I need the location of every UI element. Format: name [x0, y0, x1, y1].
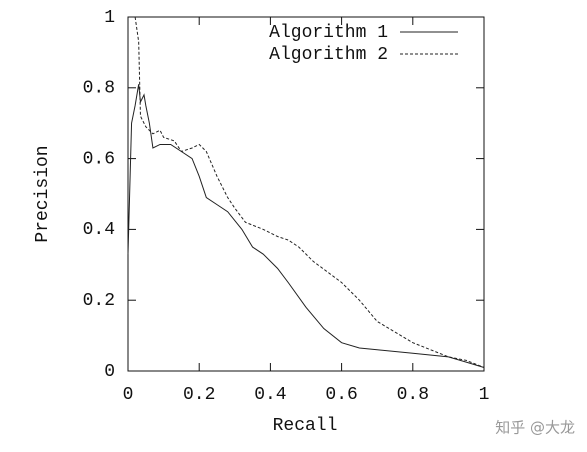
y-tick-label: 0.2 [83, 291, 115, 311]
y-tick-label: 0.4 [83, 220, 115, 240]
series-line [134, 16, 485, 368]
y-axis-label: Precision [33, 145, 53, 242]
legend-label: Algorithm 1 [269, 23, 388, 43]
plot-frame [127, 16, 485, 372]
series-line [127, 84, 485, 368]
x-tick-label: 0.4 [254, 385, 286, 405]
x-tick-label: 0.6 [325, 385, 357, 405]
x-tick-label: 0 [123, 385, 134, 405]
y-tick-label: 0 [104, 362, 115, 382]
x-tick-label: 0.8 [397, 385, 429, 405]
watermark: 知乎 @大龙 [495, 419, 575, 437]
x-tick-label: 0.2 [183, 385, 215, 405]
y-tick-label: 0.6 [83, 149, 115, 169]
legend-label: Algorithm 2 [269, 45, 388, 65]
x-axis-label: Recall [273, 416, 338, 436]
y-tick-label: 1 [104, 8, 115, 28]
x-tick-label: 1 [479, 385, 490, 405]
y-tick-label: 0.8 [83, 79, 115, 99]
